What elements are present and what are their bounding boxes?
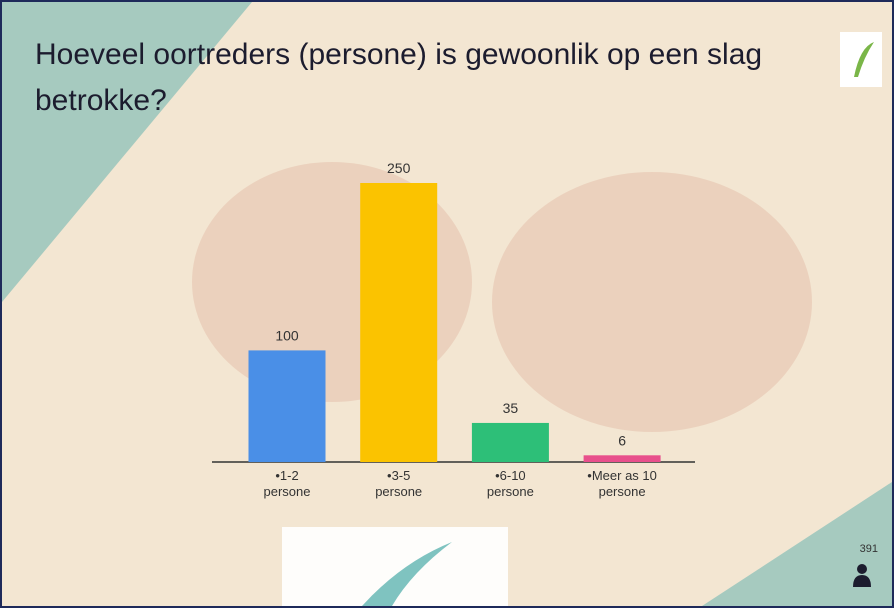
bar [472,423,549,462]
bar [249,350,326,462]
value-label: 6 [618,432,626,448]
value-label: 35 [503,400,519,416]
slide: 100 250 35 6 Hoeveel oortreders (persone) i… [0,0,894,608]
person-icon [857,564,867,574]
category-label: •1-2 persone [258,468,316,500]
category-label: •6-10 persone [481,468,539,500]
participant-count: 391 [860,543,878,555]
value-label: 100 [275,327,299,343]
bar [360,183,437,462]
category-label: •Meer as 10 persone [587,468,657,500]
value-label: 250 [387,160,411,176]
title: Hoeveel oortreders (persone) is gewoonli… [35,32,795,124]
category-label: •3-5 persone [370,468,428,500]
bar [584,455,661,462]
decor [492,172,812,432]
